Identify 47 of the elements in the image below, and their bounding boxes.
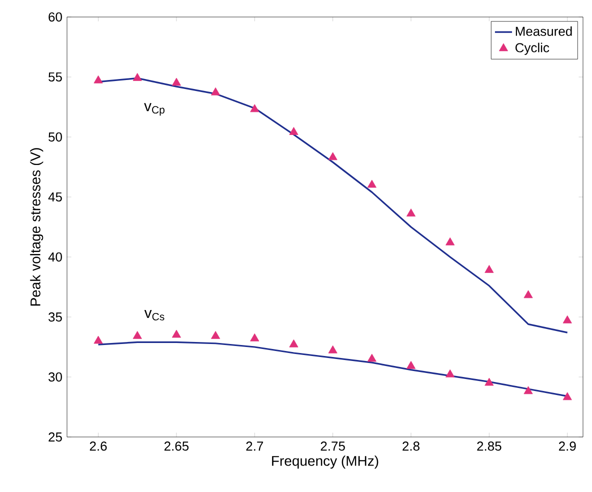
point bbox=[367, 180, 376, 188]
x-tick-label: 2.6 bbox=[90, 442, 107, 451]
point bbox=[94, 336, 103, 344]
y-tick-label: 35 bbox=[48, 312, 62, 322]
point bbox=[406, 360, 416, 369]
y-tick-label: 25 bbox=[48, 432, 62, 442]
y-tick-label: 55 bbox=[48, 72, 62, 82]
y-tick-label: 60 bbox=[48, 12, 62, 22]
legend-label: Measured bbox=[516, 26, 572, 36]
x-tick-label: 2.9 bbox=[558, 442, 576, 451]
point bbox=[484, 378, 494, 386]
x-axis-title: Frequency (MHz) bbox=[272, 456, 378, 469]
point bbox=[289, 339, 298, 348]
x-tick-label: 2.85 bbox=[477, 442, 502, 451]
point bbox=[289, 126, 298, 135]
y-tick-label: 30 bbox=[48, 372, 62, 382]
point bbox=[211, 87, 220, 96]
point bbox=[172, 78, 181, 86]
point bbox=[484, 264, 494, 273]
y-axis-title: Peak voltage stresses (V) bbox=[30, 148, 44, 306]
point bbox=[328, 152, 338, 160]
point bbox=[211, 330, 220, 339]
point bbox=[172, 330, 181, 338]
annotation: v$_{Cp}$ bbox=[144, 103, 164, 116]
point bbox=[562, 392, 572, 400]
y-tick-label: 50 bbox=[48, 132, 62, 142]
point bbox=[94, 75, 103, 84]
y-tick-label: 45 bbox=[48, 192, 62, 202]
point bbox=[524, 386, 533, 394]
point bbox=[446, 369, 455, 378]
point bbox=[524, 290, 533, 298]
point bbox=[250, 333, 260, 342]
point bbox=[446, 237, 455, 246]
point bbox=[132, 330, 142, 339]
point bbox=[406, 208, 416, 216]
point bbox=[367, 354, 376, 362]
point bbox=[250, 104, 260, 112]
y-tick-label: 40 bbox=[48, 252, 62, 262]
point bbox=[328, 345, 338, 354]
x-tick-label: 2.7 bbox=[246, 442, 264, 451]
point bbox=[132, 72, 142, 81]
legend-label: Cyclic bbox=[515, 42, 550, 55]
x-tick-label: 2.75 bbox=[320, 442, 345, 451]
point bbox=[562, 315, 572, 324]
x-tick-label: 2.65 bbox=[164, 442, 189, 451]
x-tick-label: 2.8 bbox=[402, 442, 420, 451]
annotation: v$_{Cs}$ bbox=[144, 310, 164, 320]
